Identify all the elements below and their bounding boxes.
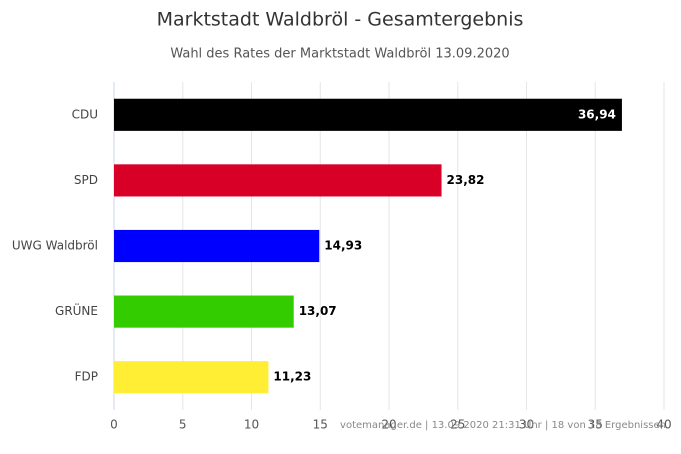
x-tick-label: 5 bbox=[179, 418, 187, 432]
bar bbox=[114, 361, 269, 394]
data-label: 36,94 bbox=[578, 107, 616, 121]
x-tick-label: 15 bbox=[313, 418, 328, 432]
data-label: 13,07 bbox=[299, 304, 337, 318]
x-tick-label: 25 bbox=[450, 418, 465, 432]
chart-subtitle: Wahl des Rates der Marktstadt Waldbröl 1… bbox=[170, 47, 509, 62]
chart-title: Marktstadt Waldbröl - Gesamtergebnis bbox=[157, 9, 524, 31]
data-label: 23,82 bbox=[447, 173, 485, 187]
bar bbox=[114, 98, 622, 131]
bar bbox=[114, 295, 294, 328]
x-tick-label: 35 bbox=[588, 418, 603, 432]
x-tick-label: 0 bbox=[110, 418, 118, 432]
y-tick-label: SPD bbox=[74, 173, 98, 187]
data-label: 14,93 bbox=[324, 239, 362, 253]
bar bbox=[114, 229, 320, 263]
x-tick-label: 10 bbox=[244, 418, 259, 432]
y-tick-label: UWG Waldbröl bbox=[12, 239, 98, 253]
data-label: 11,23 bbox=[273, 370, 311, 384]
x-tick-label: 30 bbox=[519, 418, 534, 432]
y-tick-label: GRÜNE bbox=[55, 302, 98, 318]
y-tick-label: CDU bbox=[72, 107, 98, 121]
x-tick-label: 20 bbox=[381, 418, 396, 432]
y-tick-label: FDP bbox=[75, 370, 98, 384]
bar bbox=[114, 164, 442, 197]
x-tick-label: 40 bbox=[656, 418, 671, 432]
credits: votemanager.de | 13.09.2020 21:31 Uhr | … bbox=[340, 420, 666, 431]
